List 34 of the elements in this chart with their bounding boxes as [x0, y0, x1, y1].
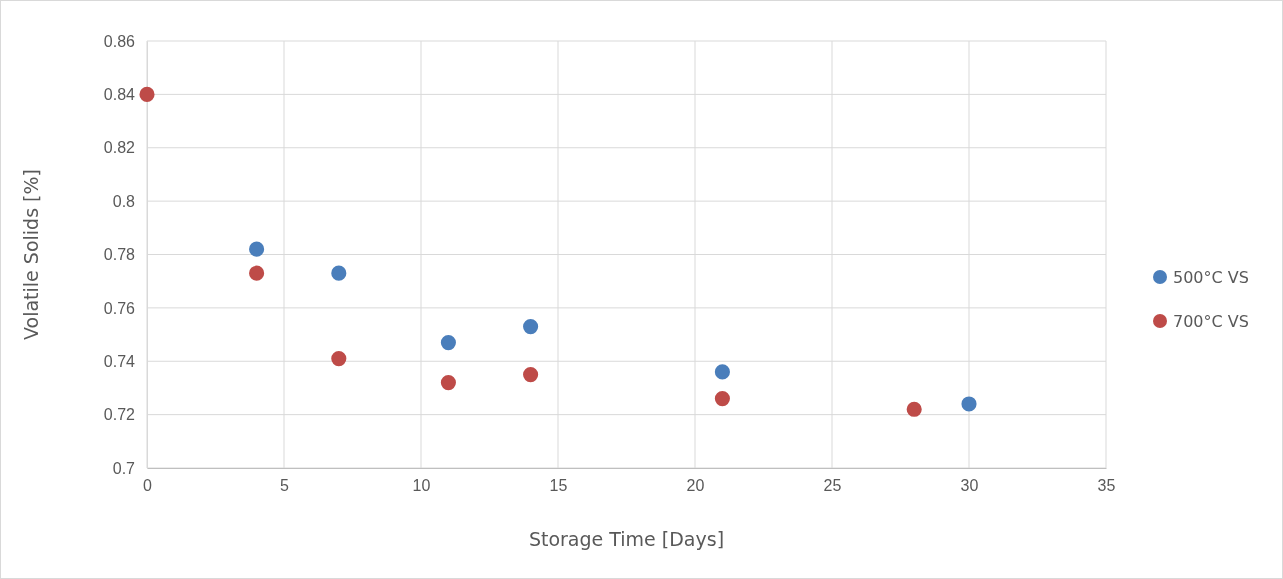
point	[523, 319, 539, 335]
y-tick-label: 0.76	[103, 299, 136, 317]
point	[906, 401, 922, 417]
y-tick-label: 0.8	[112, 192, 136, 210]
x-axis-title: Storage Time [Days]	[528, 528, 725, 550]
point	[714, 391, 730, 407]
x-tick-label: 25	[823, 477, 842, 495]
point	[139, 86, 155, 102]
point	[440, 375, 456, 391]
x-tick-label: 35	[1097, 477, 1116, 495]
y-tick-label: 0.86	[103, 32, 136, 50]
x-tick-label: 30	[960, 477, 979, 495]
point	[331, 265, 347, 281]
point	[714, 364, 730, 380]
y-tick-label: 0.72	[103, 406, 136, 424]
y-tick-label: 0.7	[112, 459, 136, 477]
x-tick-label: 0	[143, 477, 153, 495]
x-tick-label: 20	[686, 477, 705, 495]
y-tick-label: 0.82	[103, 139, 136, 157]
y-tick-label: 0.84	[103, 86, 136, 103]
x-tick-label: 15	[549, 477, 568, 495]
x-tick-label: 10	[412, 477, 431, 495]
point	[523, 367, 539, 383]
point	[961, 396, 977, 412]
legend-label: 700°C VS	[1173, 312, 1249, 331]
point	[249, 265, 265, 281]
y-tick-label: 0.74	[103, 352, 136, 370]
point	[249, 241, 265, 257]
y-tick-label: 0.78	[103, 246, 136, 264]
x-tick-label: 5	[280, 477, 290, 495]
point	[331, 351, 347, 367]
point	[440, 335, 456, 351]
y-axis-title: Volatile Solids [%]	[20, 169, 42, 340]
legend-label: 500°C VS	[1173, 268, 1249, 287]
